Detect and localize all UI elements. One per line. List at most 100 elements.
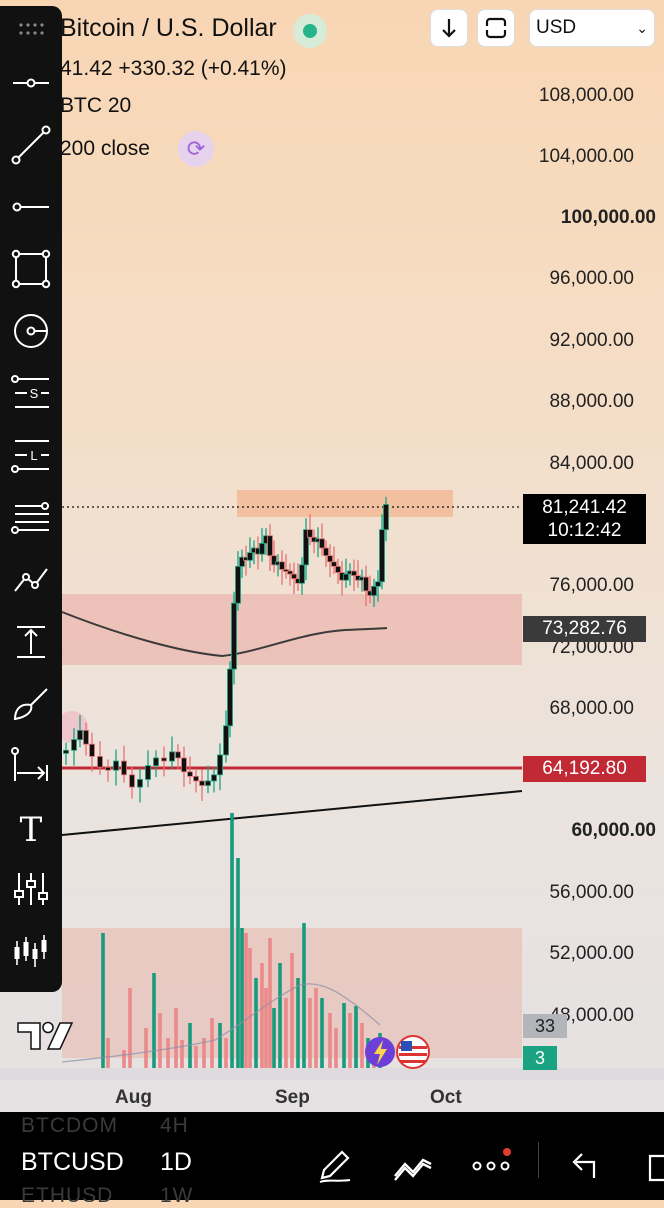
candle-body xyxy=(113,760,119,771)
candle-body xyxy=(235,566,241,604)
candle-body xyxy=(267,535,273,557)
indicator-legend-1[interactable]: BTC 20 xyxy=(60,94,132,117)
candles-tool[interactable] xyxy=(4,926,58,976)
candles-icon xyxy=(14,935,47,967)
horizontal-line-tool[interactable] xyxy=(4,182,58,232)
price-label: 56,000.00 xyxy=(549,882,634,903)
volume-bar xyxy=(290,953,294,1068)
brush-tool[interactable] xyxy=(4,678,58,728)
polyline-tool[interactable] xyxy=(4,554,58,604)
interval-option-above[interactable]: 4H xyxy=(160,1114,189,1137)
price-change: 41.42 +330.32 (+0.41%) xyxy=(60,57,287,80)
price-chart[interactable] xyxy=(0,0,664,1080)
time-label: Sep xyxy=(275,1087,310,1108)
refresh-icon[interactable]: ⟳ xyxy=(178,131,214,167)
volume-tag: 33 xyxy=(523,1014,568,1038)
price-label: 104,000.00 xyxy=(538,146,634,167)
long-position-tool[interactable]: L xyxy=(4,430,58,480)
circle-icon xyxy=(14,314,48,348)
volume-bar xyxy=(106,1038,110,1068)
candle-body xyxy=(187,771,193,777)
text-icon: T xyxy=(20,810,43,847)
symbol-option-above[interactable]: BTCDOM xyxy=(21,1114,118,1137)
symbol-title[interactable]: Bitcoin / U.S. Dollar xyxy=(60,14,277,42)
candle-body xyxy=(63,749,69,754)
candle-body xyxy=(331,561,337,567)
volume-bar xyxy=(260,963,264,1068)
us-flag-event-icon[interactable] xyxy=(396,1035,430,1069)
volume-bar xyxy=(284,998,288,1068)
candle-body xyxy=(231,602,237,670)
download-button[interactable] xyxy=(430,9,468,47)
candle-body xyxy=(199,780,205,786)
circle-tool[interactable] xyxy=(4,306,58,356)
more-options-icon[interactable] xyxy=(472,1148,514,1184)
rectangle-tool[interactable] xyxy=(4,244,58,294)
grip-icon[interactable] xyxy=(18,22,44,36)
volume-bar xyxy=(334,1028,338,1068)
price-label: 72,000.00 xyxy=(549,637,634,658)
price-label: 76,000.00 xyxy=(549,575,634,596)
volume-bar xyxy=(278,963,282,1068)
candle-body xyxy=(375,581,381,587)
symbol-option-below[interactable]: ETHUSD xyxy=(21,1184,114,1207)
volume-average-line xyxy=(61,983,381,1063)
redo-icon[interactable] xyxy=(638,1148,664,1184)
price-label: 100,000.00 xyxy=(560,207,656,228)
volume-bar xyxy=(128,988,132,1068)
indicators-tool[interactable] xyxy=(4,864,58,914)
candle-body xyxy=(307,529,313,538)
symbol-button[interactable]: BTCUSD xyxy=(21,1148,124,1176)
lightning-bolt-shape xyxy=(374,1040,387,1065)
price-label: 60,000.00 xyxy=(571,820,656,841)
volume-bar xyxy=(202,1038,206,1068)
volume-bar xyxy=(122,1050,126,1068)
time-axis-strip xyxy=(0,1068,664,1080)
pencil-icon[interactable] xyxy=(316,1148,354,1184)
candles-group xyxy=(63,496,389,803)
candle-body xyxy=(175,751,181,759)
candle-body xyxy=(323,547,329,557)
bottom-bar: BTCDOM 4H BTCUSD 1D ETHUSD 1W xyxy=(0,1112,664,1207)
volume-bar xyxy=(264,988,268,1068)
candle-body xyxy=(129,774,135,788)
price-label: 108,000.00 xyxy=(538,85,634,106)
price-range-icon xyxy=(17,626,45,658)
us-flag-stripe xyxy=(400,1060,426,1063)
volume-bar xyxy=(296,978,300,1068)
undo-icon[interactable] xyxy=(568,1148,600,1184)
volume-bar xyxy=(166,1038,170,1068)
tradingview-logo[interactable] xyxy=(16,1020,74,1052)
trend-line-tool[interactable] xyxy=(4,120,58,170)
time-label: Aug xyxy=(115,1087,152,1108)
short-position-tool[interactable]: S xyxy=(4,368,58,418)
volume-bar xyxy=(101,933,105,1068)
event-icons[interactable] xyxy=(362,1034,434,1070)
price-label: 68,000.00 xyxy=(549,698,634,719)
candle-body xyxy=(145,765,151,780)
chart-type-icon[interactable] xyxy=(393,1148,433,1184)
interval-button[interactable]: 1D xyxy=(160,1148,192,1176)
horizontal-ray-tool[interactable] xyxy=(4,58,58,108)
indicator-legend-2[interactable]: 200 close xyxy=(60,137,150,160)
interval-option-below[interactable]: 1W xyxy=(160,1184,194,1207)
candle-body xyxy=(181,757,187,773)
indicators-icon xyxy=(14,873,48,905)
price-range-tool[interactable] xyxy=(4,616,58,666)
candle-body xyxy=(211,774,217,782)
long-position-icon: L xyxy=(11,440,49,473)
price-label: 84,000.00 xyxy=(549,453,634,474)
parallel-lines-tool[interactable] xyxy=(4,492,58,542)
date-range-tool[interactable] xyxy=(4,740,58,790)
volume-bar xyxy=(158,1013,162,1068)
text-tool[interactable]: T xyxy=(4,802,58,852)
candle-body xyxy=(89,743,95,757)
volume-bar xyxy=(210,1018,214,1068)
volume-bar xyxy=(236,858,240,1068)
fullscreen-button[interactable] xyxy=(477,9,515,47)
currency-select[interactable]: USD ⌄ xyxy=(529,9,655,47)
text-marker: T xyxy=(20,810,43,847)
short-position-icon: S xyxy=(11,375,49,408)
volume-bar xyxy=(314,988,318,1068)
volume-bar xyxy=(254,978,258,1068)
